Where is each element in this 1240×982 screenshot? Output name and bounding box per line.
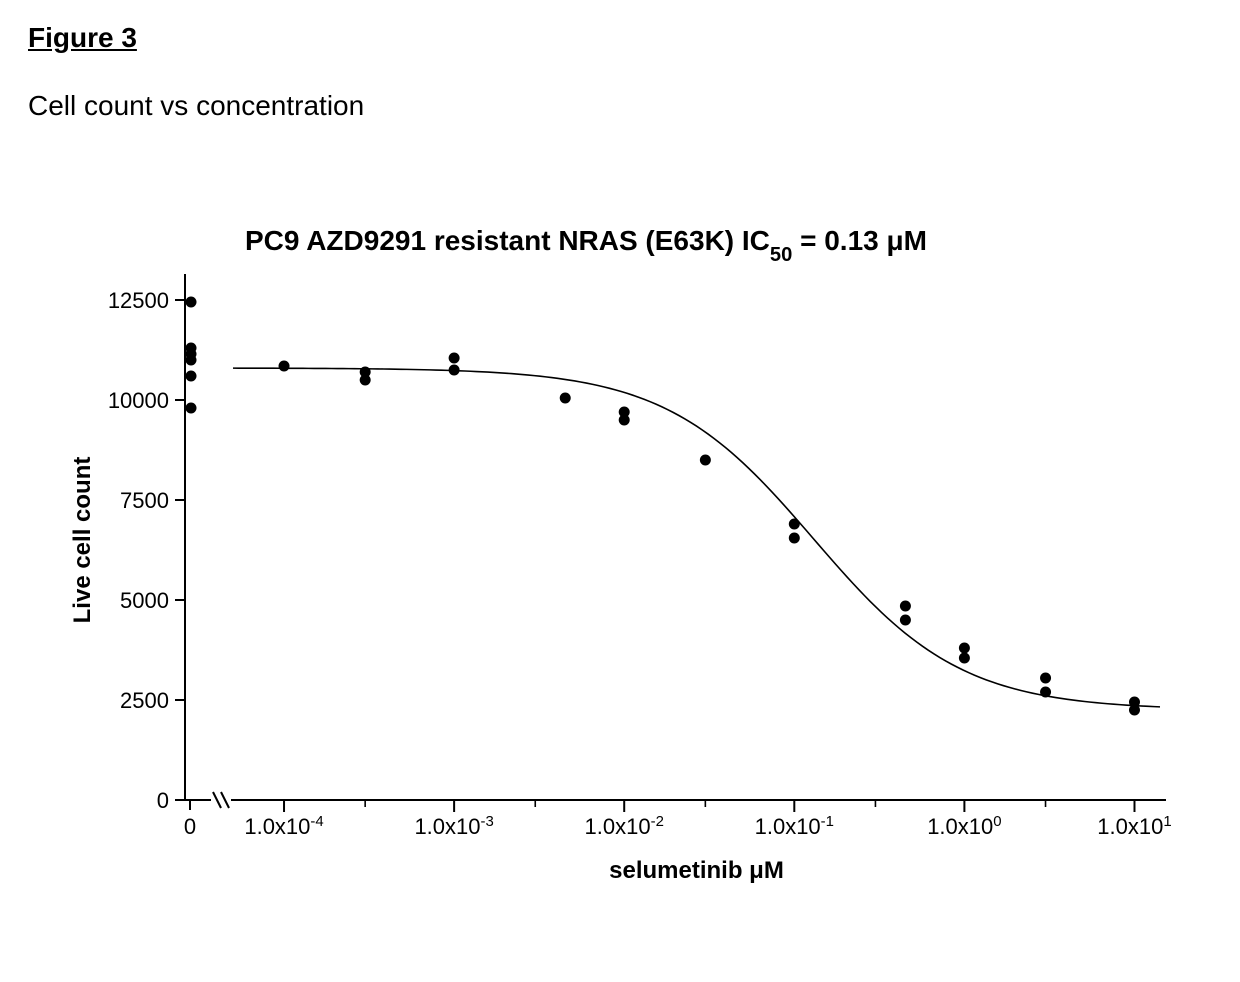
y-tick-label: 5000	[120, 588, 169, 613]
data-point	[900, 615, 911, 626]
data-point	[360, 375, 371, 386]
x-tick-label: 1.0x10-1	[755, 813, 834, 840]
data-point	[1040, 673, 1051, 684]
data-point	[619, 415, 630, 426]
data-point	[959, 643, 970, 654]
data-point	[186, 371, 197, 382]
dose-response-chart: PC9 AZD9291 resistant NRAS (E63K) IC50 =…	[60, 220, 1180, 920]
data-point	[186, 355, 197, 366]
chart-container: PC9 AZD9291 resistant NRAS (E63K) IC50 =…	[60, 220, 1180, 920]
fit-curve	[233, 368, 1160, 707]
data-point	[279, 361, 290, 372]
y-tick-label: 10000	[108, 388, 169, 413]
data-point	[449, 353, 460, 364]
x-tick-label: 1.0x10-4	[244, 813, 323, 840]
figure-label: Figure 3	[28, 22, 137, 54]
data-point	[186, 403, 197, 414]
figure-caption: Cell count vs concentration	[28, 90, 364, 122]
x-tick-label: 0	[184, 814, 196, 839]
page: Figure 3 Cell count vs concentration PC9…	[0, 0, 1240, 982]
data-point	[789, 533, 800, 544]
data-point	[959, 653, 970, 664]
y-tick-label: 2500	[120, 688, 169, 713]
data-point	[560, 393, 571, 404]
data-point	[1040, 687, 1051, 698]
y-tick-label: 7500	[120, 488, 169, 513]
data-point	[1129, 705, 1140, 716]
data-point	[900, 601, 911, 612]
x-tick-label: 1.0x101	[1097, 813, 1171, 840]
x-tick-label: 1.0x10-2	[585, 813, 664, 840]
data-point	[186, 297, 197, 308]
data-point	[700, 455, 711, 466]
data-point	[449, 365, 460, 376]
y-tick-label: 12500	[108, 288, 169, 313]
x-tick-label: 1.0x10-3	[414, 813, 493, 840]
axis-break-icon	[221, 792, 229, 808]
data-point	[789, 519, 800, 530]
chart-title: PC9 AZD9291 resistant NRAS (E63K) IC50 =…	[245, 225, 927, 266]
y-tick-label: 0	[157, 788, 169, 813]
x-axis-label: selumetinib μM	[609, 857, 784, 884]
axis-break-icon	[213, 792, 221, 808]
x-tick-label: 1.0x100	[927, 813, 1001, 840]
y-axis-label: Live cell count	[69, 457, 96, 624]
